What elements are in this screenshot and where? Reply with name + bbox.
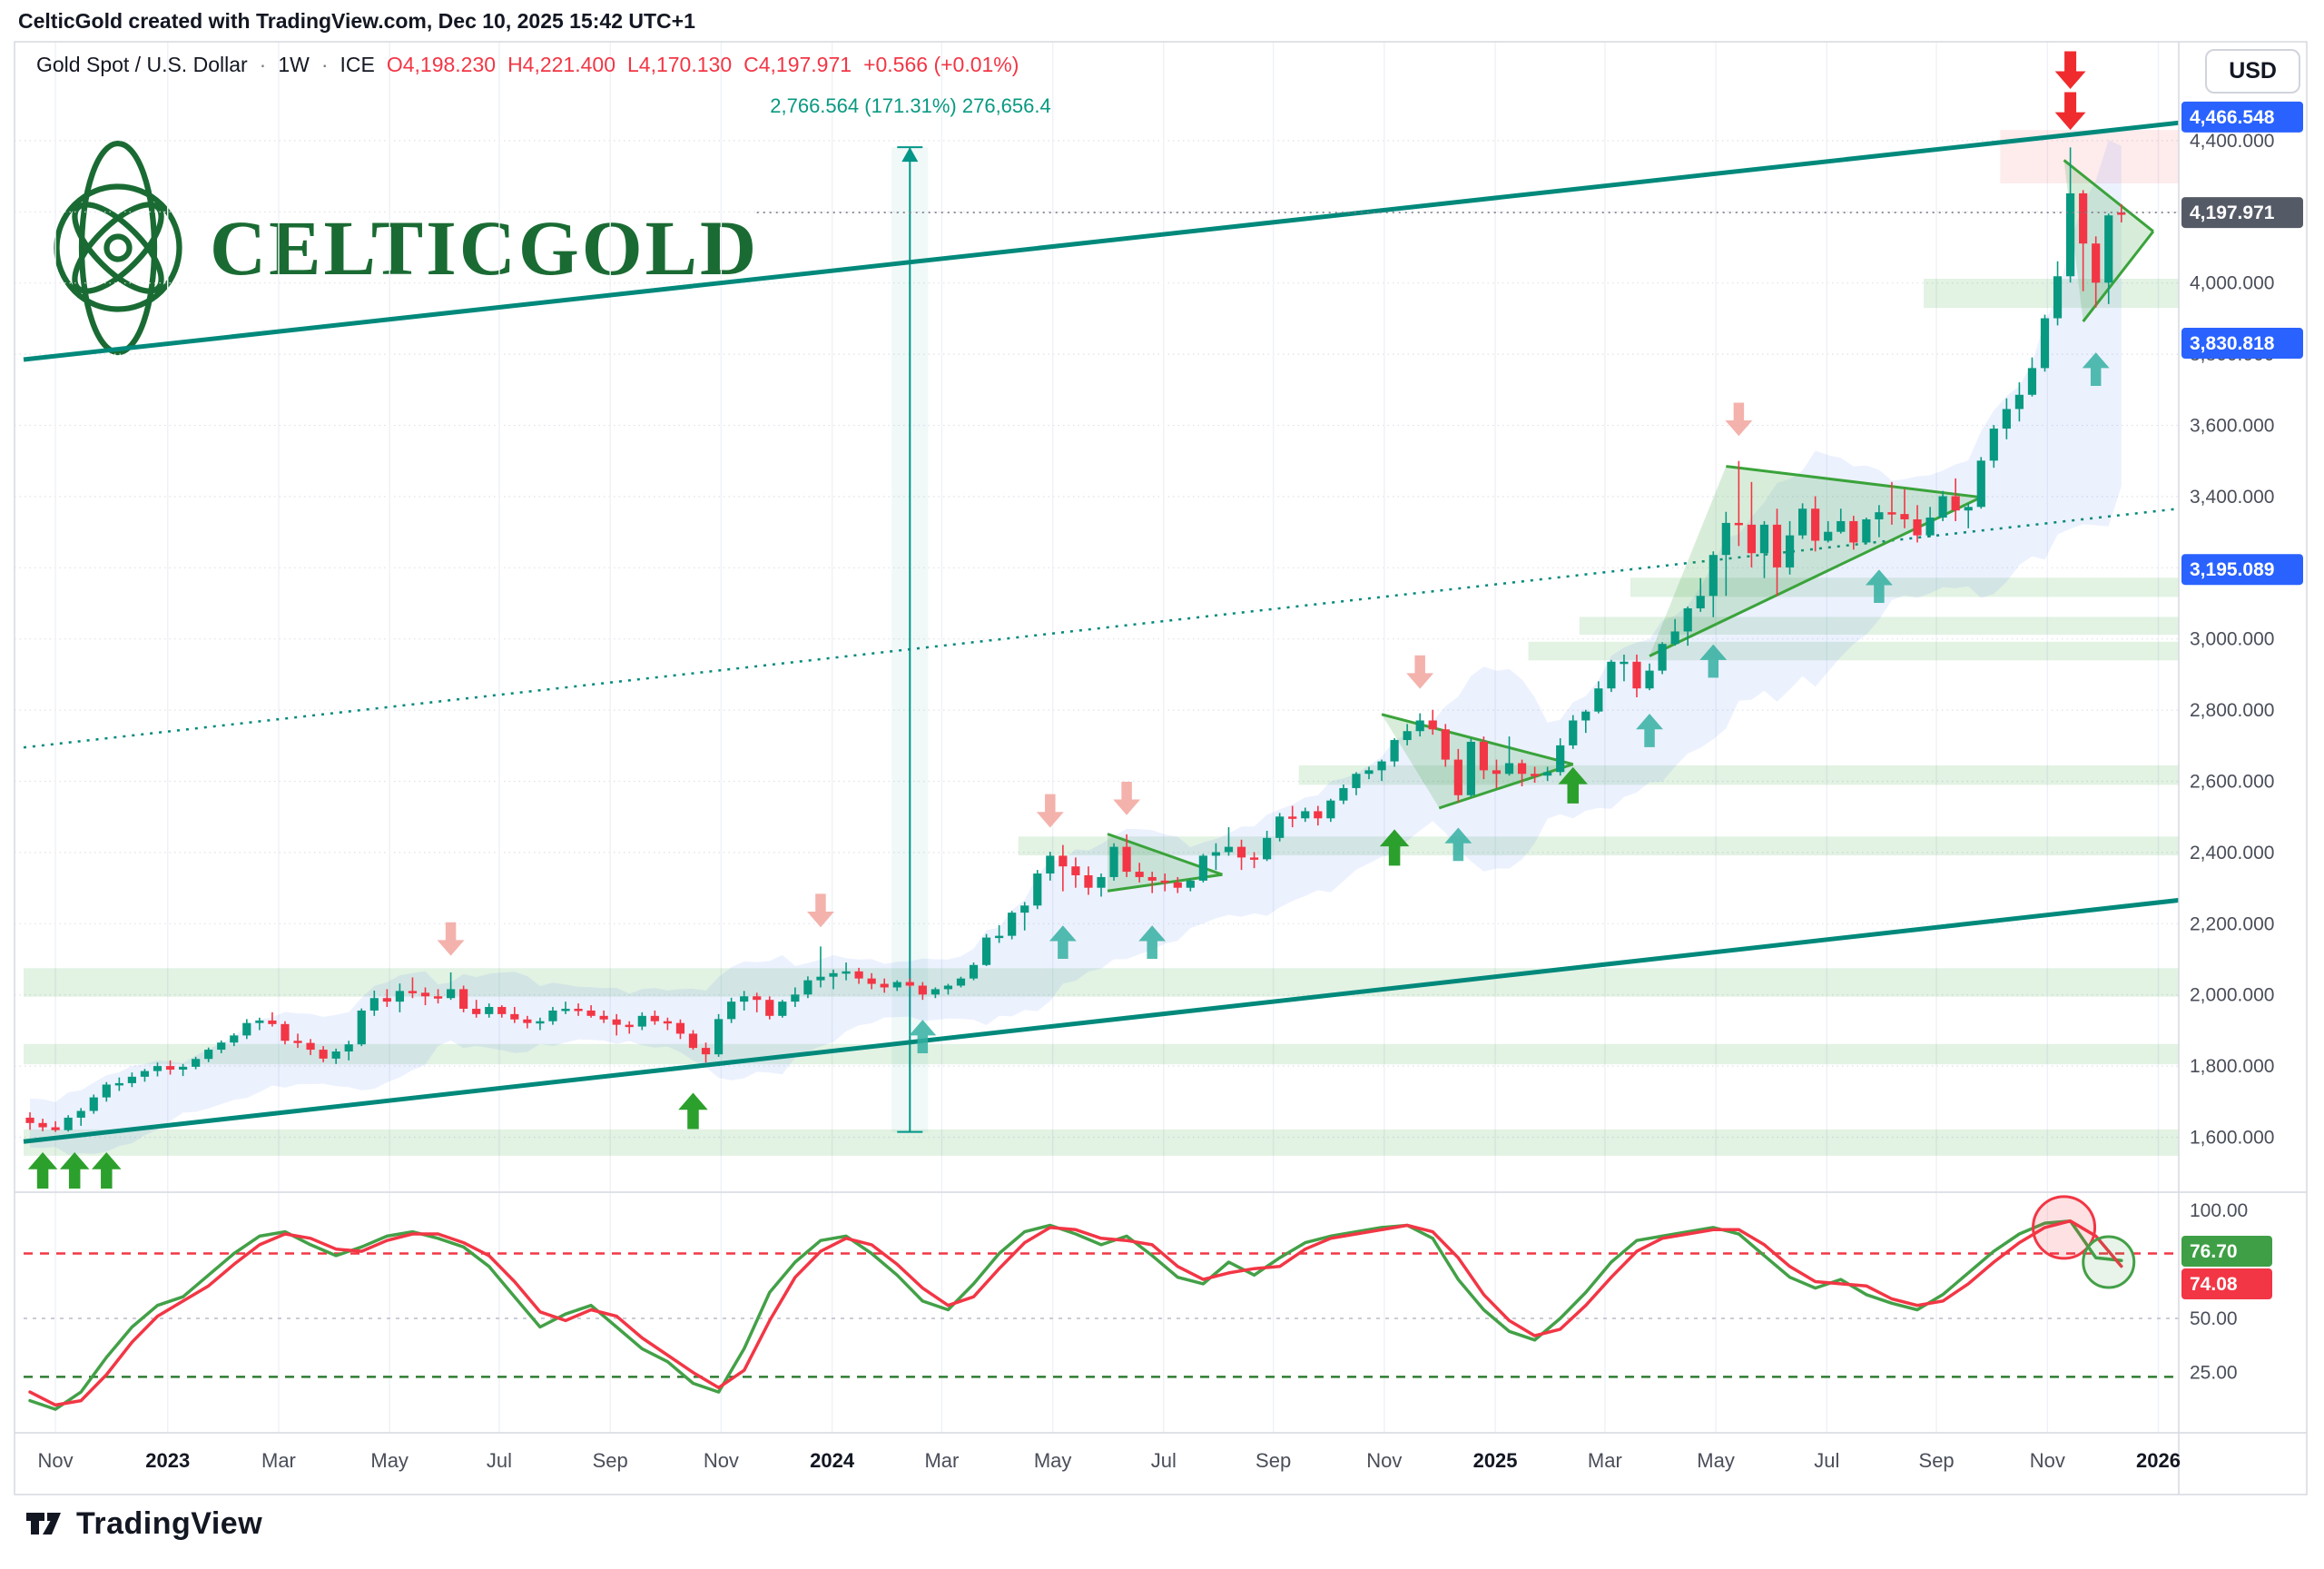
- svg-text:74.08: 74.08: [2190, 1274, 2238, 1295]
- svg-text:76.70: 76.70: [2190, 1241, 2238, 1262]
- svg-text:3,000.000: 3,000.000: [2190, 629, 2274, 650]
- svg-text:3,600.000: 3,600.000: [2190, 416, 2274, 437]
- svg-text:2,800.000: 2,800.000: [2190, 700, 2274, 721]
- watermark-text: CELTICGOLD: [210, 204, 760, 291]
- svg-text:Nov: Nov: [38, 1449, 74, 1472]
- currency-toggle-button[interactable]: USD: [2205, 49, 2300, 94]
- volatility-band: [30, 140, 2122, 1155]
- svg-text:May: May: [1697, 1449, 1735, 1472]
- tradingview-logo-icon[interactable]: [24, 1504, 64, 1544]
- indicator-axis[interactable]: 100.00 50.00 25.00 76.70 74.08: [2181, 1200, 2272, 1384]
- svg-text:2,600.000: 2,600.000: [2190, 772, 2274, 793]
- svg-text:4,197.971: 4,197.971: [2190, 202, 2275, 223]
- chart-attribution: CelticGold created with TradingView.com,…: [18, 9, 695, 33]
- legend-separator: ·: [320, 53, 329, 76]
- svg-text:4,000.000: 4,000.000: [2190, 273, 2274, 294]
- symbol-name[interactable]: Gold Spot / U.S. Dollar: [36, 53, 248, 76]
- price-axis[interactable]: 4,400.0004,200.0004,000.0003,800.0003,60…: [2181, 101, 2303, 1149]
- svg-text:2026: 2026: [2136, 1449, 2181, 1472]
- svg-text:Nov: Nov: [704, 1449, 739, 1472]
- ohlc-open: O4,198.230: [386, 53, 497, 76]
- ohlc-change: +0.566 (+0.01%): [863, 53, 1019, 76]
- svg-text:4,400.000: 4,400.000: [2190, 131, 2274, 152]
- svg-text:Sep: Sep: [1256, 1449, 1291, 1472]
- svg-text:May: May: [1034, 1449, 1072, 1472]
- stochastic-panel[interactable]: [24, 1195, 2179, 1411]
- measure-tool[interactable]: [891, 146, 929, 1133]
- svg-text:2025: 2025: [1473, 1449, 1518, 1472]
- svg-text:1,800.000: 1,800.000: [2190, 1056, 2274, 1077]
- legend-separator: ·: [259, 53, 267, 76]
- svg-text:2,200.000: 2,200.000: [2190, 913, 2274, 934]
- svg-text:2024: 2024: [810, 1449, 855, 1472]
- svg-text:3,830.818: 3,830.818: [2190, 333, 2275, 354]
- tradingview-footer: TradingView: [24, 1504, 262, 1544]
- svg-text:2,400.000: 2,400.000: [2190, 843, 2274, 863]
- signal-arrows: [27, 51, 2110, 1189]
- svg-text:Nov: Nov: [1366, 1449, 1402, 1472]
- svg-text:3,195.089: 3,195.089: [2190, 559, 2274, 580]
- trendlines[interactable]: [23, 120, 2185, 1144]
- grid: [15, 42, 2179, 1433]
- celticgold-watermark: CELTICGOLD: [50, 134, 759, 361]
- svg-text:Jul: Jul: [487, 1449, 512, 1472]
- top-bar: CelticGold created with TradingView.com,…: [18, 9, 695, 34]
- svg-text:100.00: 100.00: [2190, 1200, 2248, 1221]
- osc-red-line: [28, 1219, 2123, 1407]
- svg-text:Sep: Sep: [1919, 1449, 1955, 1472]
- svg-text:25.00: 25.00: [2190, 1363, 2238, 1384]
- symbol-legend: Gold Spot / U.S. Dollar · 1W · ICE O4,19…: [36, 53, 1019, 77]
- time-axis[interactable]: Nov 2023 Mar May Jul Sep Nov 2024 Mar May Jul Sep No…: [38, 1449, 2181, 1472]
- svg-text:Sep: Sep: [593, 1449, 628, 1472]
- interval-label[interactable]: 1W: [278, 53, 310, 76]
- ohlc-low: L4,170.130: [627, 53, 733, 76]
- svg-text:2023: 2023: [145, 1449, 190, 1472]
- measure-tool-label: 2,766.564 (171.31%) 276,656.4: [770, 94, 1051, 117]
- support-resistance-zones: [24, 130, 2179, 1156]
- svg-text:Jul: Jul: [1814, 1449, 1839, 1472]
- svg-text:2,000.000: 2,000.000: [2190, 985, 2274, 1006]
- tradingview-brand[interactable]: TradingView: [76, 1505, 263, 1541]
- ohlc-high: H4,221.400: [507, 53, 615, 76]
- svg-text:Mar: Mar: [261, 1449, 296, 1472]
- exchange-label[interactable]: ICE: [340, 53, 375, 76]
- svg-text:Mar: Mar: [924, 1449, 959, 1472]
- svg-text:3,400.000: 3,400.000: [2190, 487, 2274, 508]
- red-highlight-circle: [2032, 1195, 2097, 1260]
- ohlc-close: C4,197.971: [743, 53, 852, 76]
- svg-text:Jul: Jul: [1151, 1449, 1177, 1472]
- candlestick-series[interactable]: [25, 147, 2126, 1132]
- svg-text:May: May: [370, 1449, 409, 1472]
- osc-green-line: [28, 1219, 2123, 1411]
- green-highlight-circle: [2082, 1235, 2136, 1289]
- svg-text:Mar: Mar: [1588, 1449, 1622, 1472]
- svg-text:4,466.548: 4,466.548: [2190, 107, 2275, 128]
- svg-text:Nov: Nov: [2030, 1449, 2065, 1472]
- celticgold-logo-icon: [54, 140, 182, 356]
- svg-text:1,600.000: 1,600.000: [2190, 1128, 2274, 1149]
- svg-text:50.00: 50.00: [2190, 1308, 2238, 1329]
